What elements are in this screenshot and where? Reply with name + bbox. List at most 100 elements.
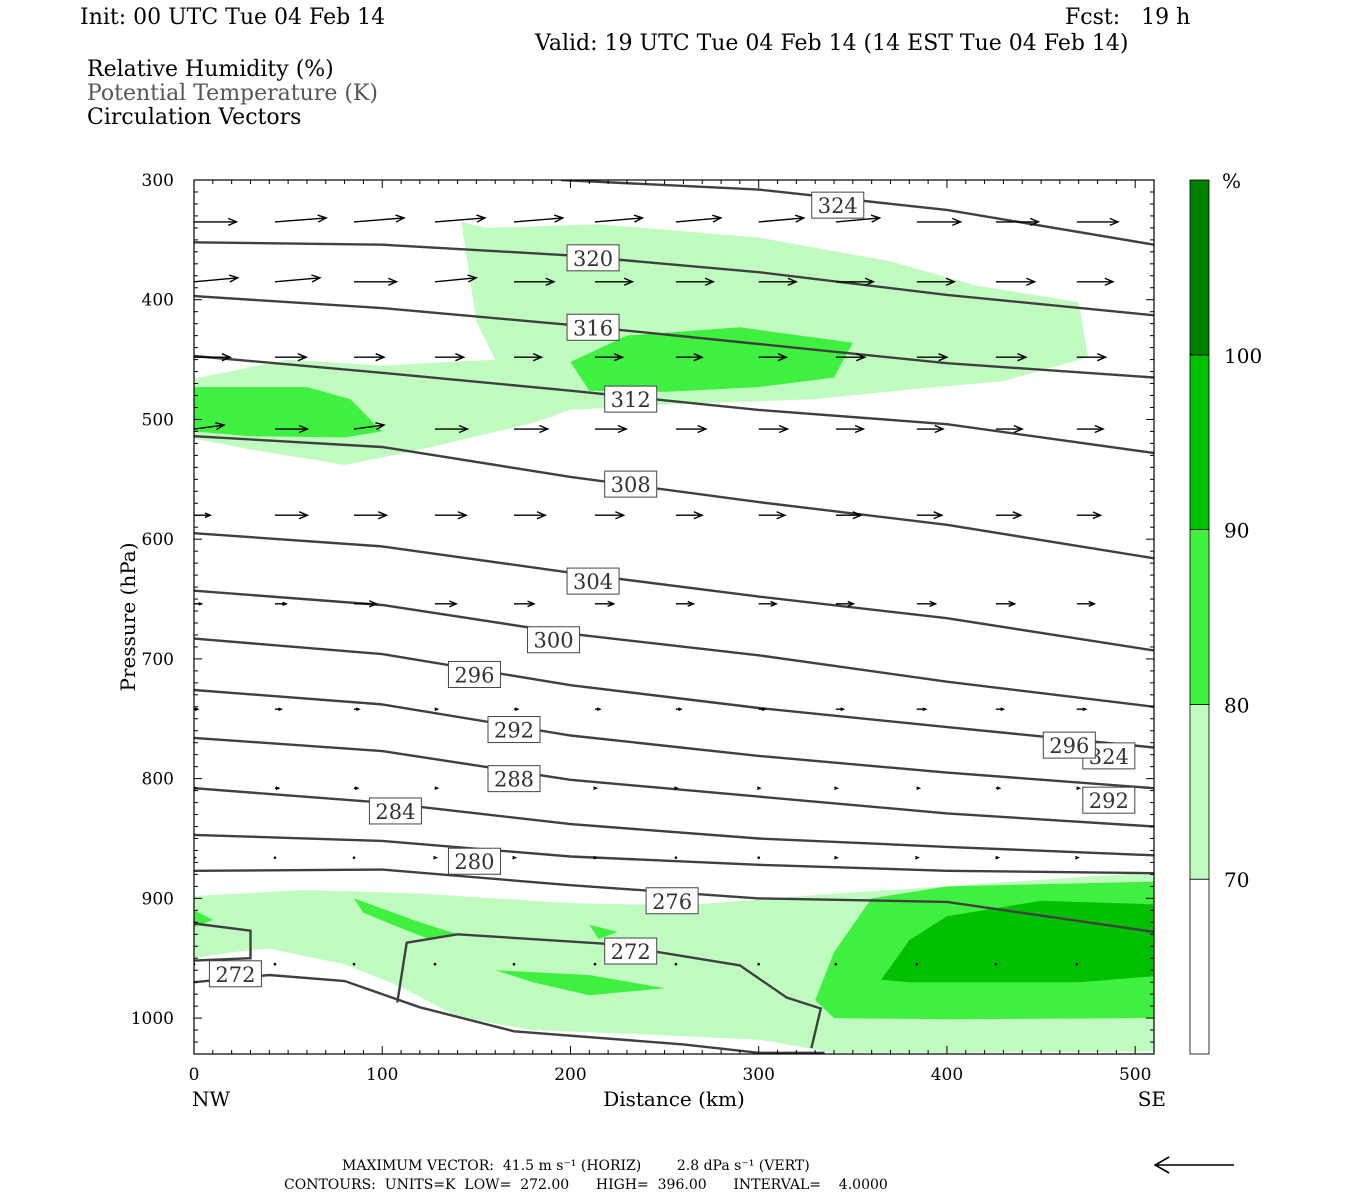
circulation-vector-head [607,600,616,608]
circulation-vector-head [387,277,399,286]
circulation-vector [675,217,721,223]
circulation-vector [434,217,485,223]
circulation-vector-head [756,786,762,791]
valid-time: Valid: 19 UTC Tue 04 Feb 14 (14 EST Tue … [535,31,1129,56]
contour-label: 296 [1049,734,1089,758]
max-vector-note: MAXIMUM VECTOR: 41.5 m s⁻¹ (HORIZ) 2.8 d… [342,1158,810,1174]
circulation-vector [994,962,998,966]
contour-label-box [566,313,620,341]
circulation-vector-head [952,217,963,227]
circulation-vector-head [527,600,536,608]
circulation-vector-head [1008,600,1017,608]
theta-contour-308 [194,435,1154,560]
circulation-vector-head [593,786,598,791]
circulation-vector [674,962,678,966]
contour-label: 272 [215,963,255,987]
init-time: Init: 00 UTC Tue 04 Feb 14 [80,5,386,30]
circulation-vector [274,277,321,283]
theta-contour-320 [194,241,1154,317]
circulation-vector-head [1158,787,1161,789]
circulation-vector [1075,962,1079,966]
circulation-vector [834,962,838,966]
rh-shade-80-1 [194,387,383,438]
circulation-vector-head [761,707,767,712]
circulation-vector-head [1088,600,1097,607]
x-end-label-nw: NW [192,1087,231,1111]
circulation-vector-head [864,277,876,286]
circulation-vector-head [1075,855,1080,860]
contour-label: 280 [454,850,494,874]
circulation-vector-head [375,421,386,431]
y-tick-label: 500 [142,410,174,430]
colorbar-label: 70 [1224,868,1249,892]
contour-label: 276 [652,890,692,914]
theta-contour-316 [194,294,1154,379]
circulation-vector [915,962,919,966]
theta-contour-288 [194,736,1154,828]
circulation-vector-head [1177,354,1185,361]
circulation-vector-head [615,511,626,520]
contour-label-box [645,887,699,915]
circulation-vector-head [934,424,945,434]
colorbar-segment [1189,529,1210,705]
circulation-vector-head [375,353,386,362]
contour-label-box [527,626,581,654]
circulation-vector-head [536,511,548,520]
contour-label-box [487,716,541,744]
circulation-vector-head [457,511,468,520]
x-tick-label: 300 [742,1065,774,1085]
circulation-vector-head [275,786,281,791]
circulation-vector-head [854,424,866,434]
circulation-vector-head [834,786,839,791]
circulation-vector-head [1026,277,1037,286]
circulation-vector-head [539,424,550,434]
contour-label-box [604,385,658,413]
circulation-vector [352,856,356,859]
field-potential-temperature: Potential Temperature (K) [87,81,378,106]
circulation-vector-head [467,274,478,283]
rh-shade-80-7 [495,970,665,996]
circulation-vector-head [221,353,233,362]
circulation-vector-head [712,214,723,223]
circulation-vector-head [840,707,846,712]
circulation-vector-head [617,424,628,434]
circulation-vector-head [194,707,200,712]
circulation-vector [273,962,277,966]
circulation-vector-head [458,424,470,434]
circulation-vector-head [545,277,556,286]
y-tick-label: 300 [142,171,174,191]
circulation-vector-head [204,512,213,519]
circulation-vector-head [870,214,882,223]
plot-frame [193,179,1155,1055]
plot-area [194,180,1185,1054]
circulation-vector [1156,963,1159,966]
y-tick-label: 600 [142,530,174,550]
contour-label: 284 [375,800,415,824]
circulation-vector-head [1029,217,1041,227]
contour-label: 320 [573,247,613,271]
circulation-vector-head [677,707,683,712]
circulation-vector-head [355,707,361,712]
y-axis-title: Pressure (hPa) [116,543,140,692]
forecast-hour: Fcst: 19 h [1065,5,1191,30]
circulation-vector-head [512,855,518,860]
contour-label-box [604,937,658,965]
circulation-vector-head [704,277,716,286]
x-tick-label: 100 [366,1065,398,1085]
circulation-vector-head [1012,511,1023,520]
circulation-vector-head [455,353,466,362]
theta-contour-296 [194,637,1154,749]
circulation-vector-head [933,511,944,520]
contour-label: 312 [611,388,651,412]
circulation-vector-head [945,277,957,286]
circulation-vector-head [1094,424,1105,434]
circulation-vector [194,277,238,283]
circulation-vector-head [514,707,520,712]
colorbar-label: 90 [1224,519,1249,543]
circulation-vector-head [787,277,799,286]
contour-label-box [566,244,620,272]
circulation-vector-head [215,421,226,431]
circulation-vector-head [194,786,199,791]
contour-label-box [487,765,541,793]
colorbar-segment [1189,704,1210,880]
